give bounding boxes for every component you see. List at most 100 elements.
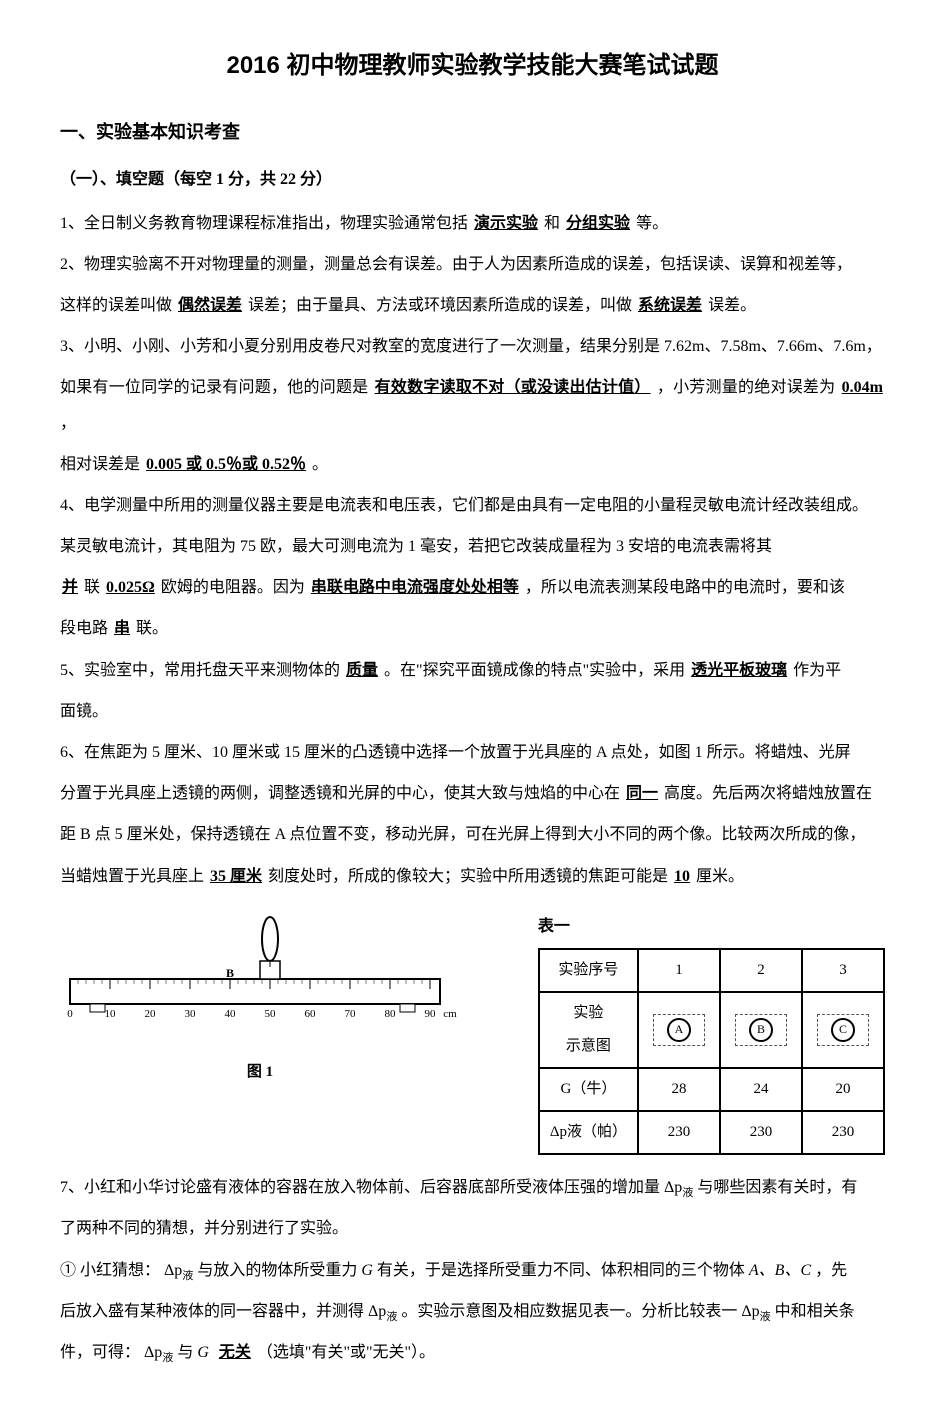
figure-table-row: 0 10 20 30 40 50 60 70 80 90 cm B A xyxy=(60,909,885,1155)
q7-l3-mid1: 与放入的物体所受重力 xyxy=(197,1262,357,1279)
q3-mid: ，小芳测量的绝对误差为 xyxy=(657,379,836,396)
table-cell: 230 xyxy=(802,1111,884,1154)
q7-l5-prefix: 件，可得： xyxy=(60,1344,140,1361)
question-4-line3: 并 联 0.025Ω 欧姆的电阻器。因为 串联电路中电流强度处处相等 ，所以电流… xyxy=(60,570,885,605)
table-cell: 230 xyxy=(720,1111,802,1154)
q7-l1-suffix: 与哪些因素有关时，有 xyxy=(697,1179,857,1196)
q7-l3-prefix: ① 小红猜想： xyxy=(60,1262,160,1279)
q3-prefix: 如果有一位同学的记录有问题，他的问题是 xyxy=(60,379,368,396)
delta-p-var: Δp液 xyxy=(164,1262,193,1279)
q7-l4-prefix: 后放入盛有某种液体的同一容器中，并测得 xyxy=(60,1303,364,1320)
g-var: G xyxy=(197,1344,209,1361)
table-1-title: 表一 xyxy=(538,909,885,944)
table-cell: 230 xyxy=(638,1111,720,1154)
svg-text:70: 70 xyxy=(345,1008,357,1020)
q7-l1-prefix: 7、小红和小华讨论盛有液体的容器在放入物体前、后容器底部所受液体压强的增加量 xyxy=(60,1179,664,1196)
svg-text:0: 0 xyxy=(67,1008,73,1020)
q4-answer-1: 并 xyxy=(60,579,80,596)
table-cell: 20 xyxy=(802,1068,884,1111)
q7-l5-mid1: 与 xyxy=(177,1344,193,1361)
table-cell: 2 xyxy=(720,949,802,992)
section-heading: 一、实验基本知识考查 xyxy=(60,113,885,153)
question-6-line3: 距 B 点 5 厘米处，保持透镜在 A 点位置不变，移动光屏，可在光屏上得到大小… xyxy=(60,817,885,852)
q5-suffix: 作为平 xyxy=(793,662,841,679)
q5-answer-1: 质量 xyxy=(344,662,380,679)
svg-text:40: 40 xyxy=(225,1008,237,1020)
q7-l4-mid: 。实验示意图及相应数据见表一。分析比较表一 xyxy=(401,1303,737,1320)
q6-answer-1: 同一 xyxy=(624,785,660,802)
q4-answer-2: 0.025Ω xyxy=(104,579,157,596)
svg-text:50: 50 xyxy=(265,1008,277,1020)
question-7-line2: 了两种不同的猜想，并分别进行了实验。 xyxy=(60,1211,885,1246)
q2-mid: 误差；由于量具、方法或环境因素所造成的误差，叫做 xyxy=(248,297,632,314)
table-cell: A xyxy=(638,992,720,1068)
q4-answer-3: 串联电路中电流强度处处相等 xyxy=(309,579,521,596)
abc-vars: A、B、C xyxy=(749,1262,811,1279)
svg-text:10: 10 xyxy=(105,1008,117,1020)
q4-l4-suffix: 联。 xyxy=(136,620,168,637)
svg-text:60: 60 xyxy=(305,1008,317,1020)
delta-p-var: Δp液 xyxy=(741,1303,770,1320)
q6-l2-suffix: 高度。先后两次将蜡烛放置在 xyxy=(664,785,872,802)
question-7-line1: 7、小红和小华讨论盛有液体的容器在放入物体前、后容器底部所受液体压强的增加量 Δ… xyxy=(60,1170,885,1205)
svg-text:B: B xyxy=(226,966,234,980)
figure-1-caption: 图 1 xyxy=(60,1056,460,1089)
table-header: G（牛） xyxy=(539,1068,638,1111)
q7-answer: 无关 xyxy=(217,1344,253,1361)
table-header: Δp液（帕） xyxy=(539,1111,638,1154)
q2-text: 这样的误差叫做 xyxy=(60,297,172,314)
question-1: 1、全日制义务教育物理课程标准指出，物理实验通常包括 演示实验 和 分组实验 等… xyxy=(60,206,885,241)
svg-text:30: 30 xyxy=(185,1008,197,1020)
q4-mid1: 联 xyxy=(84,579,100,596)
q3-answer-1: 有效数字读取不对（或没读出估计值） xyxy=(373,379,653,396)
question-5: 5、实验室中，常用托盘天平来测物体的 质量 。在"探究平面镜成像的特点"实验中，… xyxy=(60,653,885,688)
table-1: 实验序号 1 2 3 实验 示意图 A B C G（牛） 28 24 20 Δp… xyxy=(538,948,885,1155)
q2-answer-1: 偶然误差 xyxy=(176,297,244,314)
delta-p-var: Δp液 xyxy=(144,1344,173,1361)
q1-mid: 和 xyxy=(544,215,560,232)
figure-1: 0 10 20 30 40 50 60 70 80 90 cm B A xyxy=(60,909,460,1089)
q2-answer-2: 系统误差 xyxy=(636,297,704,314)
q3-suffix2: ， xyxy=(60,415,76,432)
question-4-line4: 段电路 串 联。 xyxy=(60,611,885,646)
question-7-line4: 后放入盛有某种液体的同一容器中，并测得 Δp液 。实验示意图及相应数据见表一。分… xyxy=(60,1294,885,1329)
svg-text:20: 20 xyxy=(145,1008,157,1020)
q7-l3-mid2: 有关，于是选择所受重力不同、体积相同的三个物体 xyxy=(377,1262,749,1279)
q5-prefix: 5、实验室中，常用托盘天平来测物体的 xyxy=(60,662,340,679)
q1-text: 1、全日制义务教育物理课程标准指出，物理实验通常包括 xyxy=(60,215,468,232)
page-title: 2016 初中物理教师实验教学技能大赛笔试试题 xyxy=(60,40,885,93)
svg-text:80: 80 xyxy=(385,1008,397,1020)
delta-p-var: Δp液 xyxy=(368,1303,397,1320)
question-2-line1: 2、物理实验离不开对物理量的测量，测量总会有误差。由于人为因素所造成的误差，包括… xyxy=(60,247,885,282)
table-cell: B xyxy=(720,992,802,1068)
svg-text:cm: cm xyxy=(443,1008,457,1020)
table-1-container: 表一 实验序号 1 2 3 实验 示意图 A B C G（牛） 28 24 20… xyxy=(538,909,885,1155)
table-cell: 1 xyxy=(638,949,720,992)
q6-l4-suffix: 厘米。 xyxy=(696,868,744,885)
question-7-line3: ① 小红猜想： Δp液 与放入的物体所受重力 G 有关，于是选择所受重力不同、体… xyxy=(60,1253,885,1288)
q3-l3-suffix: 。 xyxy=(312,456,328,473)
subsection-heading: （一）、填空题（每空 1 分，共 22 分） xyxy=(60,162,885,197)
question-7-line5: 件，可得： Δp液 与 G 无关 （选填"有关"或"无关"）。 xyxy=(60,1335,885,1370)
q7-l5-suffix: （选填"有关"或"无关"）。 xyxy=(257,1344,435,1361)
q1-answer-1: 演示实验 xyxy=(472,215,540,232)
table-row: G（牛） 28 24 20 xyxy=(539,1068,884,1111)
table-header: 实验 示意图 xyxy=(539,992,638,1068)
q5-answer-2: 透光平板玻璃 xyxy=(689,662,789,679)
q7-l3-suffix: ，先 xyxy=(815,1262,847,1279)
delta-p-var: Δp液 xyxy=(664,1179,693,1196)
question-5-line2: 面镜。 xyxy=(60,694,885,729)
q3-answer-3: 0.005 或 0.5％或 0.52％ xyxy=(144,456,308,473)
q4-mid3: ，所以电流表测某段电路中的电流时，要和该 xyxy=(525,579,845,596)
q6-l2-prefix: 分置于光具座上透镜的两侧，调整透镜和光屏的中心，使其大致与烛焰的中心在 xyxy=(60,785,620,802)
optical-bench-svg: 0 10 20 30 40 50 60 70 80 90 cm B A xyxy=(60,909,460,1039)
q4-l4-prefix: 段电路 xyxy=(60,620,108,637)
q1-answer-2: 分组实验 xyxy=(564,215,632,232)
q3-answer-2: 0.04m xyxy=(840,379,885,396)
question-3-line2: 如果有一位同学的记录有问题，他的问题是 有效数字读取不对（或没读出估计值） ，小… xyxy=(60,370,885,440)
q6-l4-prefix: 当蜡烛置于光具座上 xyxy=(60,868,204,885)
q4-answer-4: 串 xyxy=(112,620,132,637)
q6-answer-2: 35 厘米 xyxy=(208,868,264,885)
question-4-line2: 某灵敏电流计，其电阻为 75 欧，最大可测电流为 1 毫安，若把它改装成量程为 … xyxy=(60,529,885,564)
question-3-line1: 3、小明、小刚、小芳和小夏分别用皮卷尺对教室的宽度进行了一次测量，结果分别是 7… xyxy=(60,329,885,364)
